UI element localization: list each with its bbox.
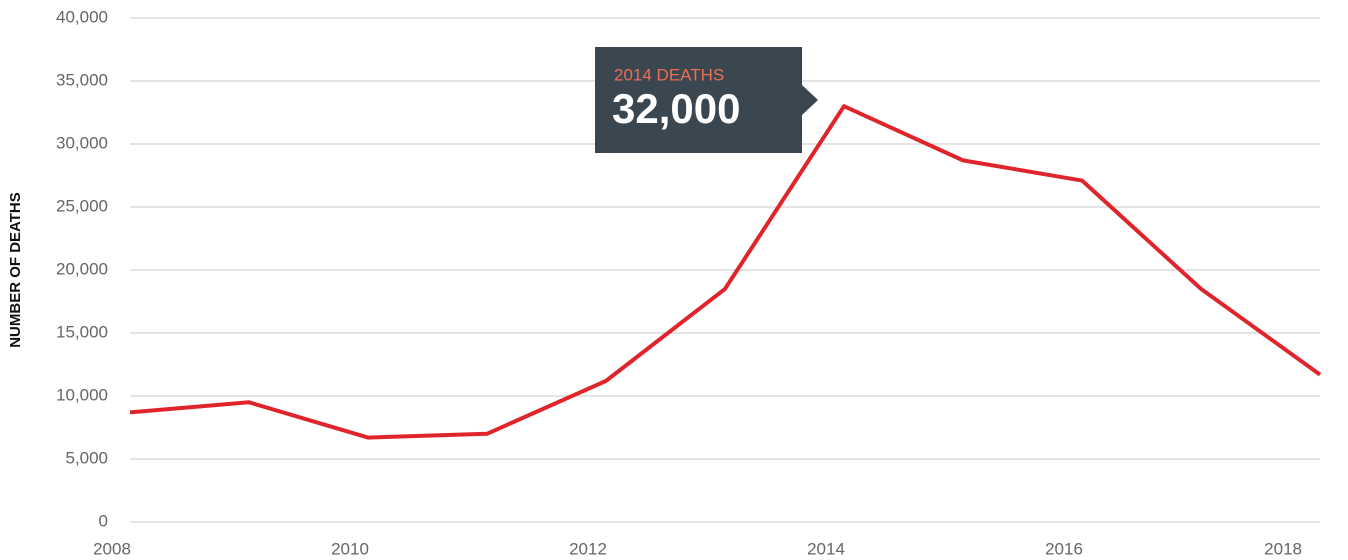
y-tick-label: 10,000 [56,385,108,404]
y-tick-label: 40,000 [56,7,108,26]
y-tick-label: 30,000 [56,133,108,152]
y-tick-label: 25,000 [56,196,108,215]
x-tick-label: 2014 [807,539,845,558]
data-line [129,104,1322,440]
x-tick-label: 2012 [569,539,607,558]
y-tick-label: 20,000 [56,259,108,278]
tooltip-arrow [802,85,818,115]
tooltip-box [595,47,802,153]
y-tick-label: 5,000 [65,448,108,467]
y-tick-label: 0 [99,511,108,530]
y-tick-label: 35,000 [56,70,108,89]
tooltip-label: 2014 DEATHS [614,65,724,84]
x-tick-label: 2018 [1264,539,1302,558]
tooltip: 2014 DEATHS 32,000 [595,47,818,153]
x-tick-label: 2008 [93,539,131,558]
y-tick-label: 15,000 [56,322,108,341]
x-tick-label: 2016 [1045,539,1083,558]
x-tick-label: 2010 [331,539,369,558]
y-axis-label: NUMBER OF DEATHS [7,192,24,348]
tooltip-value: 32,000 [612,85,740,132]
